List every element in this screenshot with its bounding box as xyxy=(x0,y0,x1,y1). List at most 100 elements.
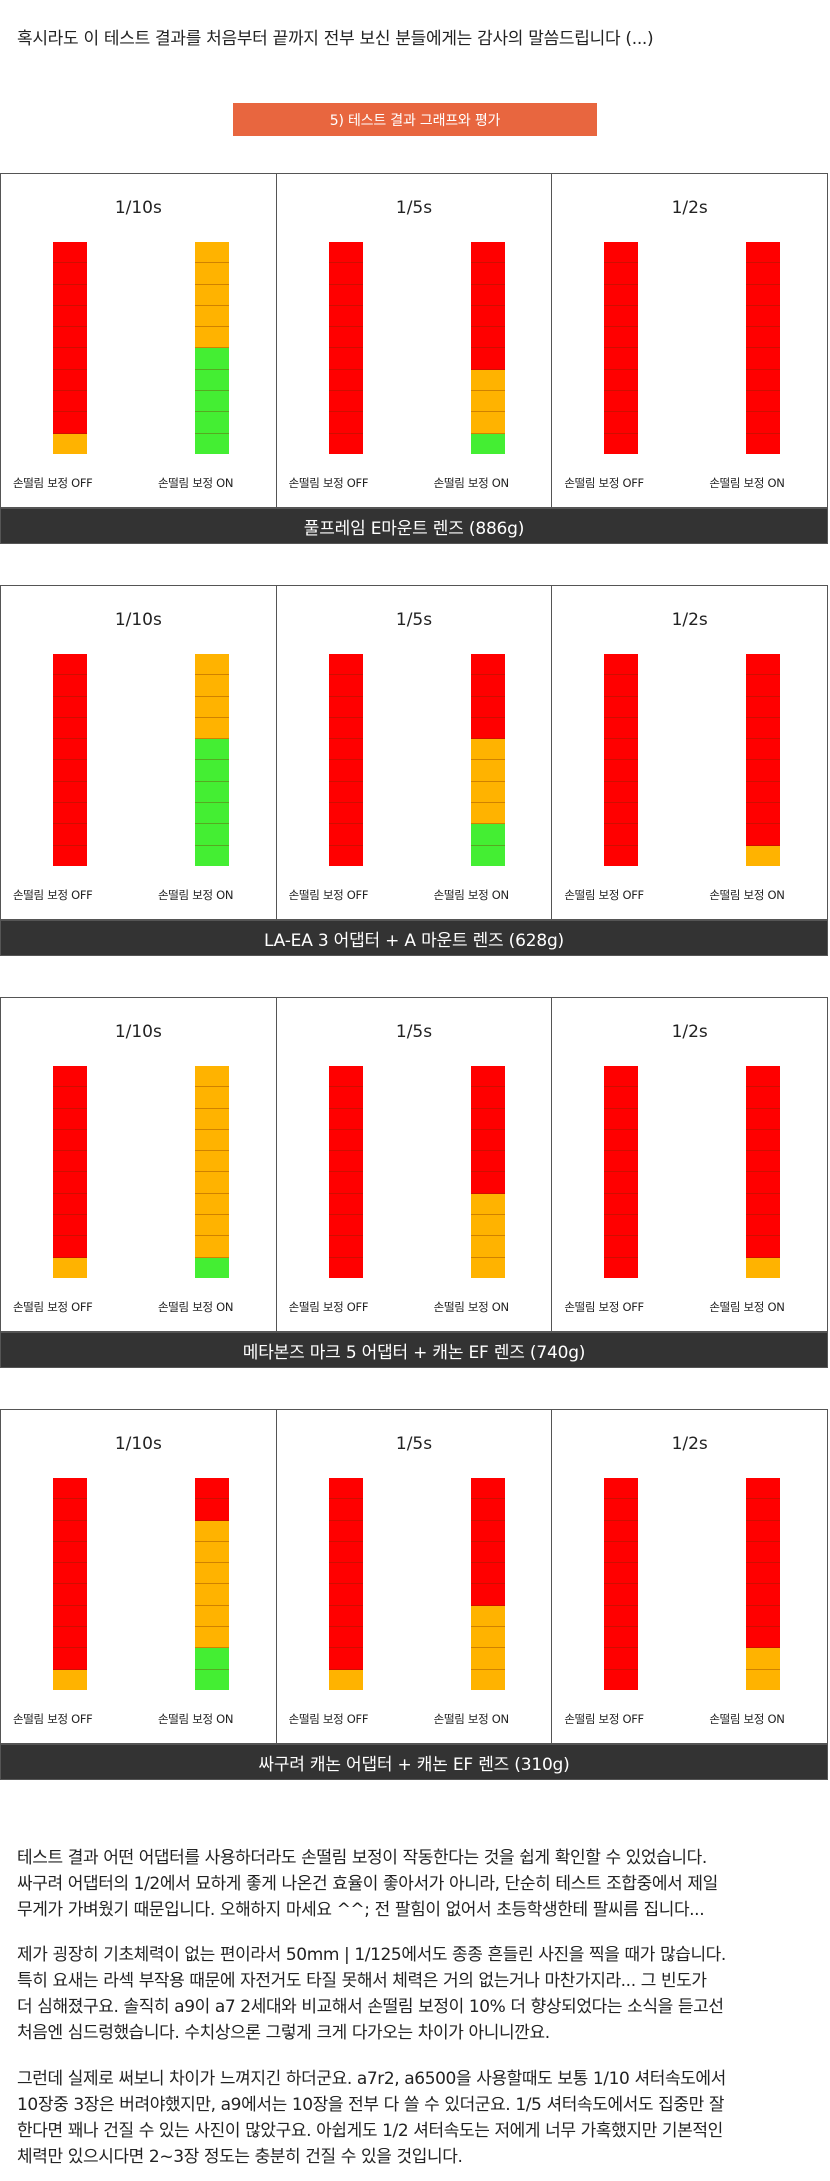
shot-result-segment xyxy=(53,1478,87,1500)
shot-result-segment xyxy=(53,845,87,866)
chart-caption: LA-EA 3 어댑터 + A 마운트 렌즈 (628g) xyxy=(0,920,828,956)
shot-result-segment xyxy=(328,305,363,328)
shot-result-segment xyxy=(604,1257,639,1278)
shot-result-segment xyxy=(604,433,639,454)
shot-result-segment xyxy=(328,696,363,718)
shot-result-segment xyxy=(328,391,363,413)
shot-result-segment xyxy=(195,760,229,782)
shot-result-segment xyxy=(470,1563,505,1585)
shot-result-segment xyxy=(328,717,363,740)
chart-caption: 풀프레임 E마운트 렌즈 (886g) xyxy=(0,508,828,544)
shot-result-segment xyxy=(604,760,639,782)
paragraph-line: 무게가 가벼웠기 때문입니다. 오해하지 마세요 ^^; 전 팔힘이 없어서 초… xyxy=(17,1900,705,1920)
shot-result-segment xyxy=(328,1520,363,1542)
shutter-speed-label: 1/10s xyxy=(114,1022,162,1042)
shutter-speed-label: 1/2s xyxy=(671,610,708,630)
shot-result-segment xyxy=(195,654,229,676)
shot-result-segment xyxy=(195,242,229,264)
shot-result-segment xyxy=(53,1541,87,1564)
shot-result-segment xyxy=(746,391,781,413)
shot-result-segment xyxy=(604,1129,639,1152)
stabilization-off-bar xyxy=(328,242,363,454)
stabilization-on-bar xyxy=(470,1066,505,1278)
shot-result-segment xyxy=(53,781,87,804)
shot-result-segment xyxy=(746,717,781,740)
shot-result-segment xyxy=(53,348,87,370)
shot-result-segment xyxy=(746,824,781,846)
paragraph-line: 테스트 결과 어떤 어댑터를 사용하더라도 손떨림 보정이 작동한다는 것을 쉽… xyxy=(17,1848,707,1868)
shot-result-segment xyxy=(746,305,781,328)
shot-result-segment xyxy=(195,348,229,370)
shot-result-segment xyxy=(604,305,639,328)
shot-result-segment xyxy=(53,1066,87,1088)
shot-result-segment xyxy=(470,433,505,454)
shot-result-segment xyxy=(328,1669,363,1690)
paragraph-1: 테스트 결과 어떤 어댑터를 사용하더라도 손떨림 보정이 작동한다는 것을 쉽… xyxy=(17,1845,817,1923)
shot-result-segment xyxy=(195,1478,229,1500)
shot-result-segment xyxy=(604,803,639,825)
shutter-speed-group: 1/10s 손떨림 보정 OFF 손떨림 보정 ON xyxy=(1,174,277,507)
stabilization-on-bar xyxy=(195,654,229,866)
shot-result-segment xyxy=(328,412,363,434)
shot-result-segment xyxy=(53,327,87,349)
shot-result-segment xyxy=(195,327,229,349)
shot-result-segment xyxy=(470,739,505,761)
paragraph-line: 특히 요새는 라섹 부작용 때문에 자전거도 타질 못해서 체력은 거의 없는거… xyxy=(17,1971,707,1991)
shot-result-segment xyxy=(328,781,363,804)
shot-result-segment xyxy=(53,1499,87,1521)
stabilization-on-label: 손떨림 보정 ON xyxy=(158,1712,234,1726)
shot-result-segment xyxy=(328,760,363,782)
shot-result-segment xyxy=(746,1151,781,1173)
stabilization-off-label: 손떨림 보정 OFF xyxy=(564,1300,644,1314)
paragraph-2: 제가 굉장히 기초체력이 없는 편이라서 50mm | 1/125에서도 종종 … xyxy=(17,1942,817,2046)
shot-result-segment xyxy=(470,1541,505,1564)
shot-result-segment xyxy=(328,1215,363,1237)
shot-result-segment xyxy=(53,739,87,761)
shot-result-segment xyxy=(470,1066,505,1088)
shot-result-segment xyxy=(195,1257,229,1278)
shot-result-segment xyxy=(746,369,781,392)
paragraph-line: 10장중 3장은 버려야했지만, a9에서는 10장을 전부 다 쓸 수 있더군… xyxy=(17,2095,725,2115)
stabilization-on-label: 손떨림 보정 ON xyxy=(158,888,234,902)
shot-result-segment xyxy=(328,1499,363,1521)
shot-result-segment xyxy=(195,1669,229,1690)
shot-result-segment xyxy=(604,369,639,392)
shot-result-segment xyxy=(53,1605,87,1628)
shot-result-segment xyxy=(53,1669,87,1690)
shot-result-segment xyxy=(53,1563,87,1585)
shot-result-segment xyxy=(470,391,505,413)
shot-result-segment xyxy=(195,1172,229,1194)
shot-result-segment xyxy=(53,412,87,434)
shot-result-segment xyxy=(746,412,781,434)
shot-result-segment xyxy=(195,1499,229,1521)
shot-result-segment xyxy=(470,263,505,285)
shot-result-segment xyxy=(746,242,781,264)
shot-result-segment xyxy=(746,348,781,370)
shot-result-segment xyxy=(604,263,639,285)
shot-result-segment xyxy=(470,1520,505,1542)
shot-result-segment xyxy=(470,348,505,370)
shot-result-segment xyxy=(746,1605,781,1628)
shot-result-segment xyxy=(53,284,87,306)
shot-result-segment xyxy=(746,263,781,285)
shot-result-segment xyxy=(604,1669,639,1690)
shot-result-segment xyxy=(470,327,505,349)
shot-result-segment xyxy=(746,1499,781,1521)
shot-result-segment xyxy=(470,760,505,782)
shot-result-segment xyxy=(604,284,639,306)
stabilization-on-bar xyxy=(746,1478,781,1690)
shot-result-segment xyxy=(746,327,781,349)
paragraph-line: 제가 굉장히 기초체력이 없는 편이라서 50mm | 1/125에서도 종종 … xyxy=(17,1945,726,1965)
shot-result-segment xyxy=(195,1193,229,1216)
shot-result-segment xyxy=(195,803,229,825)
shot-result-segment xyxy=(328,1627,363,1649)
stabilization-off-bar xyxy=(604,1478,639,1690)
shot-result-segment xyxy=(195,1151,229,1173)
shot-result-segment xyxy=(470,412,505,434)
shot-result-segment xyxy=(746,654,781,676)
shot-result-segment xyxy=(470,675,505,697)
shot-result-segment xyxy=(328,327,363,349)
shot-result-segment xyxy=(604,717,639,740)
shot-result-segment xyxy=(604,242,639,264)
stabilization-off-bar xyxy=(53,654,87,866)
